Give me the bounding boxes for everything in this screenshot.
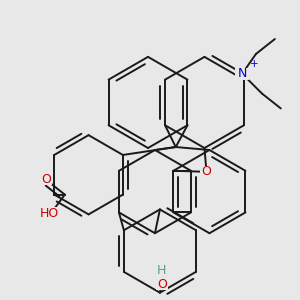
Bar (156, 279, 168, 290)
Bar (156, 266, 167, 276)
Bar (40, 174, 52, 185)
Text: +: + (250, 59, 258, 69)
Bar (40, 208, 58, 219)
Text: N: N (238, 67, 247, 80)
Text: O: O (41, 173, 51, 186)
Bar (235, 68, 249, 80)
Text: O: O (157, 278, 167, 291)
Text: H: H (157, 264, 167, 278)
Text: O: O (202, 165, 212, 178)
Text: HO: HO (39, 207, 58, 220)
Bar (200, 166, 213, 178)
